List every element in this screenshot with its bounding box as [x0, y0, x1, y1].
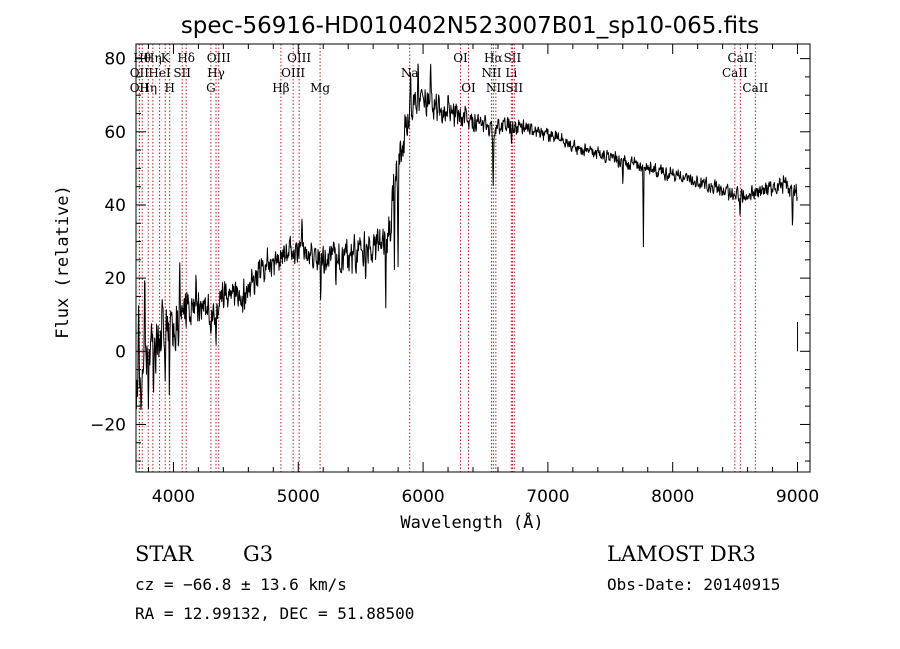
x-tick-label: 9000 [776, 487, 819, 507]
line-marker-label: CaII [722, 66, 748, 80]
y-tick-label: 20 [104, 269, 126, 289]
line-marker-label: OIII [281, 66, 305, 80]
line-marker-label: Hα [484, 51, 503, 65]
y-axis-label: Flux (relative) [53, 185, 73, 339]
line-marker-label: Mg [310, 81, 330, 95]
y-tick-label: 40 [104, 196, 126, 216]
line-marker-label: H [164, 81, 174, 95]
line-marker-label: SII [173, 66, 191, 80]
y-tick-label: 80 [104, 50, 126, 70]
line-marker-label: Li [505, 66, 517, 80]
x-tick-label: 8000 [651, 487, 694, 507]
spectrum-trace [135, 63, 799, 411]
subclass: G3 [243, 542, 273, 566]
y-tick-label: 0 [115, 342, 126, 362]
x-tick-label: 6000 [401, 487, 444, 507]
spectrum-line [135, 63, 798, 411]
y-tick-label: −20 [90, 415, 126, 435]
coordinates: RA = 12.99132, DEC = 51.88500 [135, 604, 414, 623]
line-marker-label: SII [504, 51, 522, 65]
line-marker-label: K [161, 51, 171, 65]
line-marker-label: Hη [144, 51, 162, 65]
line-marker-label: Hδ [177, 51, 195, 65]
line-marker-label: NII [481, 66, 501, 80]
line-marker-label: Hθ [133, 51, 151, 65]
line-marker-label: OI [461, 81, 476, 95]
line-marker-label: OIII [287, 51, 311, 65]
line-marker-label: HeI [148, 66, 171, 80]
line-marker-label: OIII [207, 51, 231, 65]
line-markers: HθOIIOIIHηHηHeIKHSIIHδGHγOIIIHβOIIIOIIIM… [130, 44, 768, 472]
line-marker-label: OI [453, 51, 468, 65]
line-marker-label: Hβ [272, 81, 289, 95]
obs-date: Obs-Date: 20140915 [607, 575, 780, 594]
axis-ticks [136, 44, 810, 472]
line-marker-label: CaII [727, 51, 753, 65]
y-tick-labels: −20 0 20 40 60 80 [90, 50, 126, 436]
plot-frame [135, 43, 811, 473]
line-marker-label: Na [401, 66, 419, 80]
survey-name: LAMOST DR3 [607, 542, 756, 566]
line-marker-label: NII [486, 81, 506, 95]
y-tick-label: 60 [104, 123, 126, 143]
chart-title: spec-56916-HD010402N523007B01_sp10-065.f… [181, 13, 759, 39]
x-tick-label: 4000 [152, 487, 195, 507]
x-tick-label: 7000 [526, 487, 569, 507]
line-marker-label: Hη [139, 81, 157, 95]
redshift-cz: cz = −66.8 ± 13.6 km/s [135, 575, 347, 594]
line-marker-label: Hγ [207, 66, 225, 80]
x-axis-label: Wavelength (Å) [400, 511, 543, 533]
line-marker-label: G [206, 81, 216, 95]
object-class: STAR [135, 542, 194, 566]
line-marker-label: OII [130, 81, 150, 95]
x-tick-labels: 4000 5000 6000 7000 8000 9000 [152, 487, 819, 507]
line-marker-label: SII [505, 81, 523, 95]
line-marker-label: CaII [742, 81, 768, 95]
x-tick-label: 5000 [277, 487, 320, 507]
